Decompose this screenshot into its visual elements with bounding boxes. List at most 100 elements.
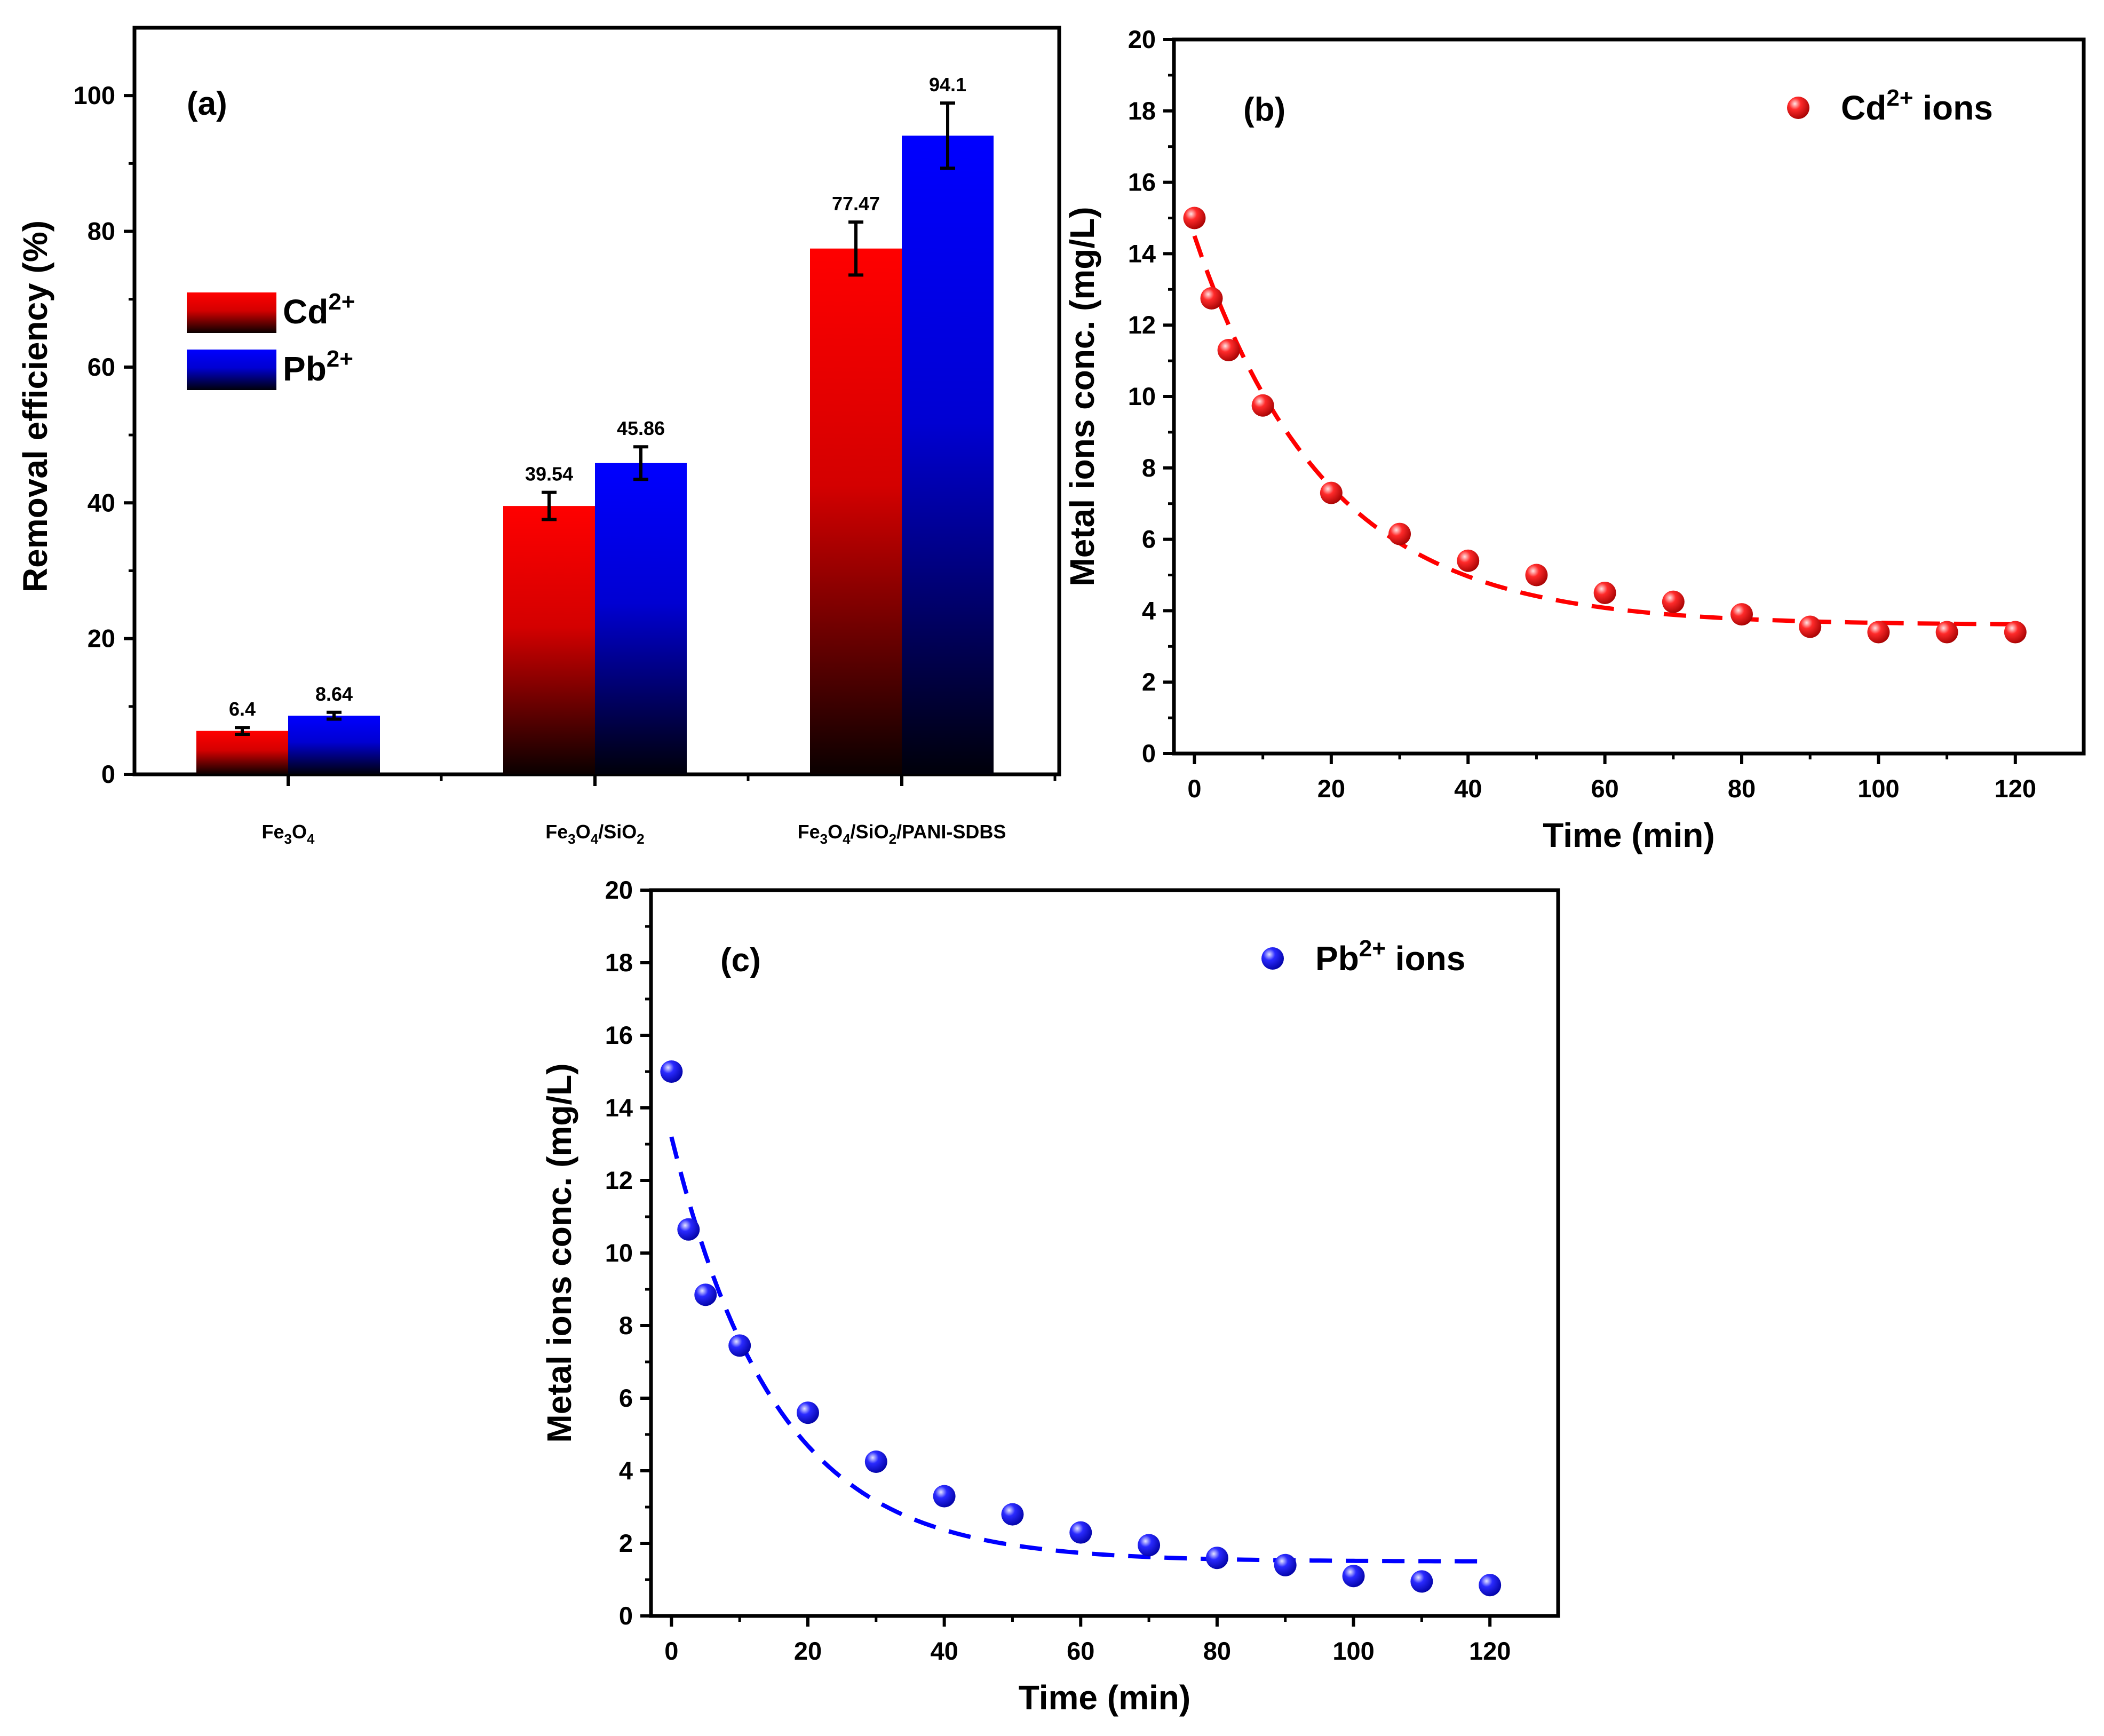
panel-c-data-point xyxy=(933,1485,956,1508)
panel-c-ytick-label: 14 xyxy=(605,1093,633,1122)
panel-b-legend-label-base: Cd xyxy=(1841,89,1886,127)
panel-c-fit-curve xyxy=(669,1136,1490,1564)
panel-a-ytick-label: 0 xyxy=(101,760,115,788)
panel-a-ytick-label: 60 xyxy=(88,353,115,381)
panel-b-data-point xyxy=(1593,581,1616,604)
panel-c-data-point xyxy=(1069,1521,1092,1544)
panel-b-xtick-label: 40 xyxy=(1454,774,1482,803)
panel-b-cd-kinetics: 0 2 4 6 8 10 12 14 16 18 20 0 20 40 60 80 100 120 Time (mi… xyxy=(1063,25,2086,854)
panel-c-xtick-label: 0 xyxy=(664,1637,678,1665)
panel-a-ytick-label: 80 xyxy=(88,217,115,245)
panel-b-ytick-label: 6 xyxy=(1142,525,1156,553)
panel-c-ytick-label: 10 xyxy=(605,1239,633,1267)
panel-c-xtick-label: 40 xyxy=(930,1637,958,1665)
panel-b-ytick-label: 8 xyxy=(1142,454,1156,482)
panel-b-frame xyxy=(1172,37,2086,756)
panel-a-legend-label-base: Cd xyxy=(283,292,328,331)
panel-b-ytick-label: 10 xyxy=(1128,382,1156,410)
panel-b-ytick-label: 0 xyxy=(1142,739,1156,767)
panel-c-xlabel: Time (min) xyxy=(1019,1678,1190,1717)
panel-b-data-point xyxy=(1217,339,1240,362)
panel-c-ytick-label: 0 xyxy=(619,1602,633,1630)
panel-b-fit-curve xyxy=(1192,235,2015,627)
panel-b-label: (b) xyxy=(1243,91,1285,128)
panel-c-ytick-label: 4 xyxy=(619,1456,633,1485)
panel-c-ytick-label: 6 xyxy=(619,1384,633,1412)
panel-c-data-point xyxy=(796,1401,819,1424)
panel-a-category-label: Fe3O4/SiO2 xyxy=(545,821,644,847)
panel-c-pb-kinetics: 0 2 4 6 8 10 12 14 16 18 20 0 20 40 60 80 100 120 Time (mi… xyxy=(540,876,1560,1717)
panel-a-bar-label: 77.47 xyxy=(832,193,880,215)
panel-a-legend-swatch xyxy=(187,292,276,333)
panel-a-ytick-label: 20 xyxy=(88,624,115,653)
panel-b-legend-label-suffix: ions xyxy=(1913,89,1992,127)
panel-c-data-point xyxy=(1342,1565,1365,1588)
panel-b-xtick-label: 80 xyxy=(1728,774,1756,803)
panel-c-data-point xyxy=(1205,1547,1228,1569)
panel-b-xtick-label: 100 xyxy=(1857,774,1899,803)
panel-a-bar-cd xyxy=(196,731,288,774)
panel-b-xlabel: Time (min) xyxy=(1543,816,1714,854)
panel-a-category-label: Fe3O4 xyxy=(262,821,315,847)
panel-c-xtick-label: 100 xyxy=(1332,1637,1374,1665)
panel-a-legend-label: Pb2+ xyxy=(283,346,353,388)
panel-c-ytick-label: 2 xyxy=(619,1529,633,1557)
panel-a-bar-pb xyxy=(595,463,687,774)
panel-a-bar-label: 94.1 xyxy=(929,74,966,96)
panel-a-bar-cd xyxy=(503,506,595,774)
panel-c-data-point xyxy=(728,1334,751,1357)
panel-c-legend-label-sup: 2+ xyxy=(1359,936,1386,962)
panel-c-legend-label: Pb2+ ions xyxy=(1315,936,1465,978)
panel-a-bar-pb xyxy=(288,716,380,774)
panel-b-ytick-label: 12 xyxy=(1128,311,1156,339)
panel-a-label: (a) xyxy=(187,85,227,122)
panel-a-bar-chart: 0 20 40 60 80 100 Removal efficiency (%) 6.4 8.6… xyxy=(16,26,1061,847)
panel-a-ytick-label: 100 xyxy=(74,81,115,109)
panel-c-ytick-label: 12 xyxy=(605,1166,633,1194)
panel-c-label: (c) xyxy=(720,942,761,979)
panel-b-data-point xyxy=(1200,287,1223,310)
panel-a-bar-label: 39.54 xyxy=(525,463,573,485)
panel-c-legend-marker xyxy=(1261,947,1284,970)
panel-a-ylabel: Removal efficiency (%) xyxy=(16,220,54,592)
panel-c-legend-label-suffix: ions xyxy=(1386,939,1465,978)
panel-a-legend-label: Cd2+ xyxy=(283,289,355,331)
panel-c-ylabel: Metal ions conc. (mg/L) xyxy=(540,1063,578,1442)
panel-c-data-point xyxy=(1410,1570,1433,1593)
panel-a-legend-swatch xyxy=(187,350,276,390)
panel-c-data-point xyxy=(1001,1503,1024,1526)
panel-b-data-point xyxy=(1867,621,1890,644)
panel-b-legend-label: Cd2+ ions xyxy=(1841,85,1993,127)
panel-a-legend-label-sup: 2+ xyxy=(327,346,353,372)
panel-a-bar-label: 45.86 xyxy=(617,417,665,439)
panel-c-data-point xyxy=(1138,1534,1161,1557)
panel-b-ytick-label: 18 xyxy=(1128,97,1156,125)
panel-c-ytick-label: 18 xyxy=(605,948,633,977)
panel-c-data-point xyxy=(694,1283,717,1306)
panel-b-ytick-label: 20 xyxy=(1128,25,1156,53)
panel-b-data-point xyxy=(1320,481,1343,504)
panel-b-ytick-label: 4 xyxy=(1142,596,1156,624)
panel-b-ytick-label: 2 xyxy=(1142,668,1156,696)
panel-c-data-point xyxy=(864,1450,887,1473)
panel-c-xtick-label: 120 xyxy=(1469,1637,1511,1665)
panel-c-ytick-label: 16 xyxy=(605,1021,633,1049)
panel-b-xtick-label: 20 xyxy=(1317,774,1345,803)
panel-b-data-point xyxy=(1662,590,1685,613)
panel-a-bar-cd xyxy=(810,248,902,775)
panel-b-data-point xyxy=(1730,603,1753,626)
panel-b-data-point xyxy=(2004,621,2027,644)
panel-a-category-label: Fe3O4/SiO2/PANI-SDBS xyxy=(798,821,1006,847)
panel-b-data-point xyxy=(1388,522,1411,545)
panel-b-data-point xyxy=(1183,207,1206,229)
panel-a-legend-label-sup: 2+ xyxy=(328,289,355,315)
panel-c-data-point xyxy=(677,1218,700,1241)
panel-c-legend-label-base: Pb xyxy=(1315,939,1359,978)
panel-c-data-point xyxy=(660,1060,683,1083)
panel-b-data-point xyxy=(1525,564,1548,586)
panel-b-xtick-label: 0 xyxy=(1187,774,1201,803)
panel-b-legend-label-sup: 2+ xyxy=(1886,85,1913,111)
panel-c-ytick-label: 8 xyxy=(619,1311,633,1339)
panel-b-legend-marker xyxy=(1787,97,1809,119)
